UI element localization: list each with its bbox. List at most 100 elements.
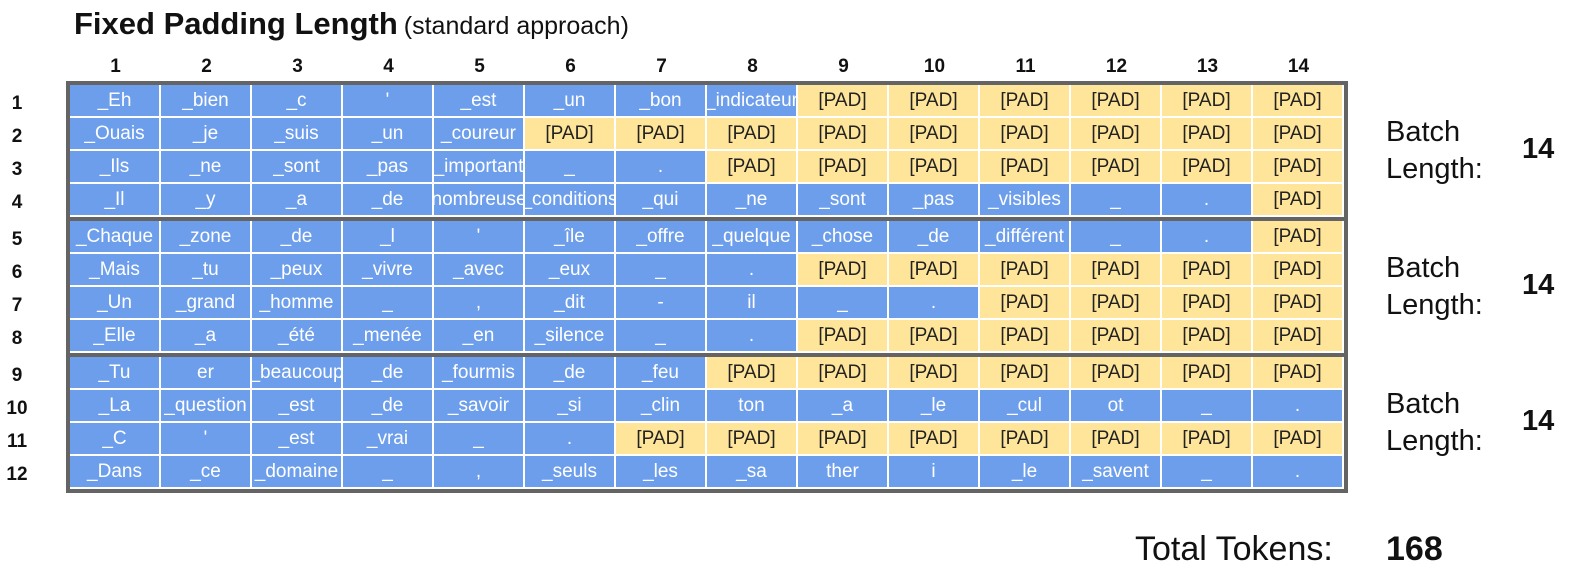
token-cell: _Ouais bbox=[70, 118, 161, 151]
row-header-12: 12 bbox=[6, 464, 28, 485]
token-cell: _de bbox=[525, 357, 616, 390]
batch-length-value: 14 bbox=[1522, 269, 1555, 301]
token-cell: _de bbox=[252, 221, 343, 254]
token-cell: _savoir bbox=[434, 390, 525, 423]
token-cell: _bon bbox=[616, 85, 707, 118]
token-cell: _pas bbox=[343, 151, 434, 184]
title-subtitle: (standard approach) bbox=[403, 12, 629, 40]
row-header-6: 6 bbox=[11, 262, 23, 283]
token-cell: er bbox=[161, 357, 252, 390]
token-cell: _menée bbox=[343, 320, 434, 353]
token-cell: _quelque bbox=[707, 221, 798, 254]
token-cell: _de bbox=[343, 357, 434, 390]
token-cell: _un bbox=[343, 118, 434, 151]
token-cell: , bbox=[434, 456, 525, 489]
pad-cell: [PAD] bbox=[1162, 320, 1253, 353]
token-cell: _le bbox=[980, 456, 1071, 489]
pad-cell: [PAD] bbox=[1071, 118, 1162, 151]
token-cell: _ne bbox=[707, 184, 798, 217]
token-cell: _si bbox=[525, 390, 616, 423]
token-cell: _ne bbox=[161, 151, 252, 184]
pad-cell: [PAD] bbox=[1253, 357, 1344, 390]
token-cell: . bbox=[889, 287, 980, 320]
pad-cell: [PAD] bbox=[1071, 357, 1162, 390]
column-header-4: 4 bbox=[383, 56, 394, 77]
token-cell: _sa bbox=[707, 456, 798, 489]
token-cell: _Il bbox=[70, 184, 161, 217]
token-cell: _ bbox=[343, 456, 434, 489]
pad-cell: [PAD] bbox=[798, 254, 889, 287]
pad-cell: [PAD] bbox=[1162, 287, 1253, 320]
token-cell: _un bbox=[525, 85, 616, 118]
pad-cell: [PAD] bbox=[980, 423, 1071, 456]
token-cell: ' bbox=[343, 85, 434, 118]
pad-cell: [PAD] bbox=[889, 151, 980, 184]
token-cell: _C bbox=[70, 423, 161, 456]
token-cell: _ bbox=[1162, 456, 1253, 489]
token-cell: _Tu bbox=[70, 357, 161, 390]
token-cell: _Mais bbox=[70, 254, 161, 287]
column-header-10: 10 bbox=[923, 56, 946, 77]
pad-cell: [PAD] bbox=[889, 85, 980, 118]
pad-cell: [PAD] bbox=[798, 423, 889, 456]
pad-cell: [PAD] bbox=[889, 118, 980, 151]
token-cell: _seuls bbox=[525, 456, 616, 489]
row-header-10: 10 bbox=[6, 398, 28, 419]
token-cell: _question bbox=[161, 390, 252, 423]
token-cell: _ bbox=[798, 287, 889, 320]
column-header-14: 14 bbox=[1287, 56, 1310, 77]
pad-cell: [PAD] bbox=[1071, 320, 1162, 353]
token-cell: _pas bbox=[889, 184, 980, 217]
token-cell: _ bbox=[616, 254, 707, 287]
row-header-8: 8 bbox=[11, 328, 23, 349]
token-cell: _beaucoup bbox=[252, 357, 343, 390]
pad-cell: [PAD] bbox=[616, 118, 707, 151]
batch-length-value: 14 bbox=[1522, 405, 1555, 437]
pad-cell: [PAD] bbox=[980, 118, 1071, 151]
pad-cell: [PAD] bbox=[798, 320, 889, 353]
row-header-1: 1 bbox=[11, 93, 23, 114]
pad-cell: [PAD] bbox=[798, 357, 889, 390]
pad-cell: [PAD] bbox=[1253, 85, 1344, 118]
pad-cell: [PAD] bbox=[707, 423, 798, 456]
token-cell: _différent bbox=[980, 221, 1071, 254]
pad-cell: [PAD] bbox=[1162, 254, 1253, 287]
pad-cell: [PAD] bbox=[1071, 151, 1162, 184]
batch-length-label: Batch Length: bbox=[1386, 388, 1483, 457]
pad-cell: [PAD] bbox=[980, 254, 1071, 287]
pad-cell: [PAD] bbox=[1253, 184, 1344, 217]
token-cell: _coureur bbox=[434, 118, 525, 151]
token-cell: _offre bbox=[616, 221, 707, 254]
token-cell: - bbox=[616, 287, 707, 320]
token-cell: _cul bbox=[980, 390, 1071, 423]
token-cell: ' bbox=[161, 423, 252, 456]
token-cell: _Elle bbox=[70, 320, 161, 353]
token-cell: _zone bbox=[161, 221, 252, 254]
column-header-6: 6 bbox=[565, 56, 576, 77]
token-cell: _de bbox=[343, 184, 434, 217]
token-cell: . bbox=[1162, 221, 1253, 254]
token-cell: _clin bbox=[616, 390, 707, 423]
token-cell: _ bbox=[434, 423, 525, 456]
pad-cell: [PAD] bbox=[980, 357, 1071, 390]
token-cell: _île bbox=[525, 221, 616, 254]
token-cell: _ce bbox=[161, 456, 252, 489]
token-cell: _sont bbox=[798, 184, 889, 217]
row-header-5: 5 bbox=[11, 229, 23, 250]
batch-length-label: Batch Length: bbox=[1386, 116, 1483, 185]
token-cell: _homme bbox=[252, 287, 343, 320]
token-cell: _les bbox=[616, 456, 707, 489]
column-header-5: 5 bbox=[474, 56, 485, 77]
token-cell: _en bbox=[434, 320, 525, 353]
pad-cell: [PAD] bbox=[1253, 320, 1344, 353]
pad-cell: [PAD] bbox=[889, 254, 980, 287]
token-cell: _a bbox=[161, 320, 252, 353]
pad-cell: [PAD] bbox=[980, 287, 1071, 320]
token-cell: _savent bbox=[1071, 456, 1162, 489]
pad-cell: [PAD] bbox=[980, 151, 1071, 184]
batch-1: _Eh _bien _c ' _est _un _bon _indicateur [PAD] [P… bbox=[66, 81, 1348, 221]
title-main: Fixed Padding Length bbox=[74, 6, 398, 41]
token-cell: _suis bbox=[252, 118, 343, 151]
token-cell: _qui bbox=[616, 184, 707, 217]
pad-cell: [PAD] bbox=[1253, 118, 1344, 151]
